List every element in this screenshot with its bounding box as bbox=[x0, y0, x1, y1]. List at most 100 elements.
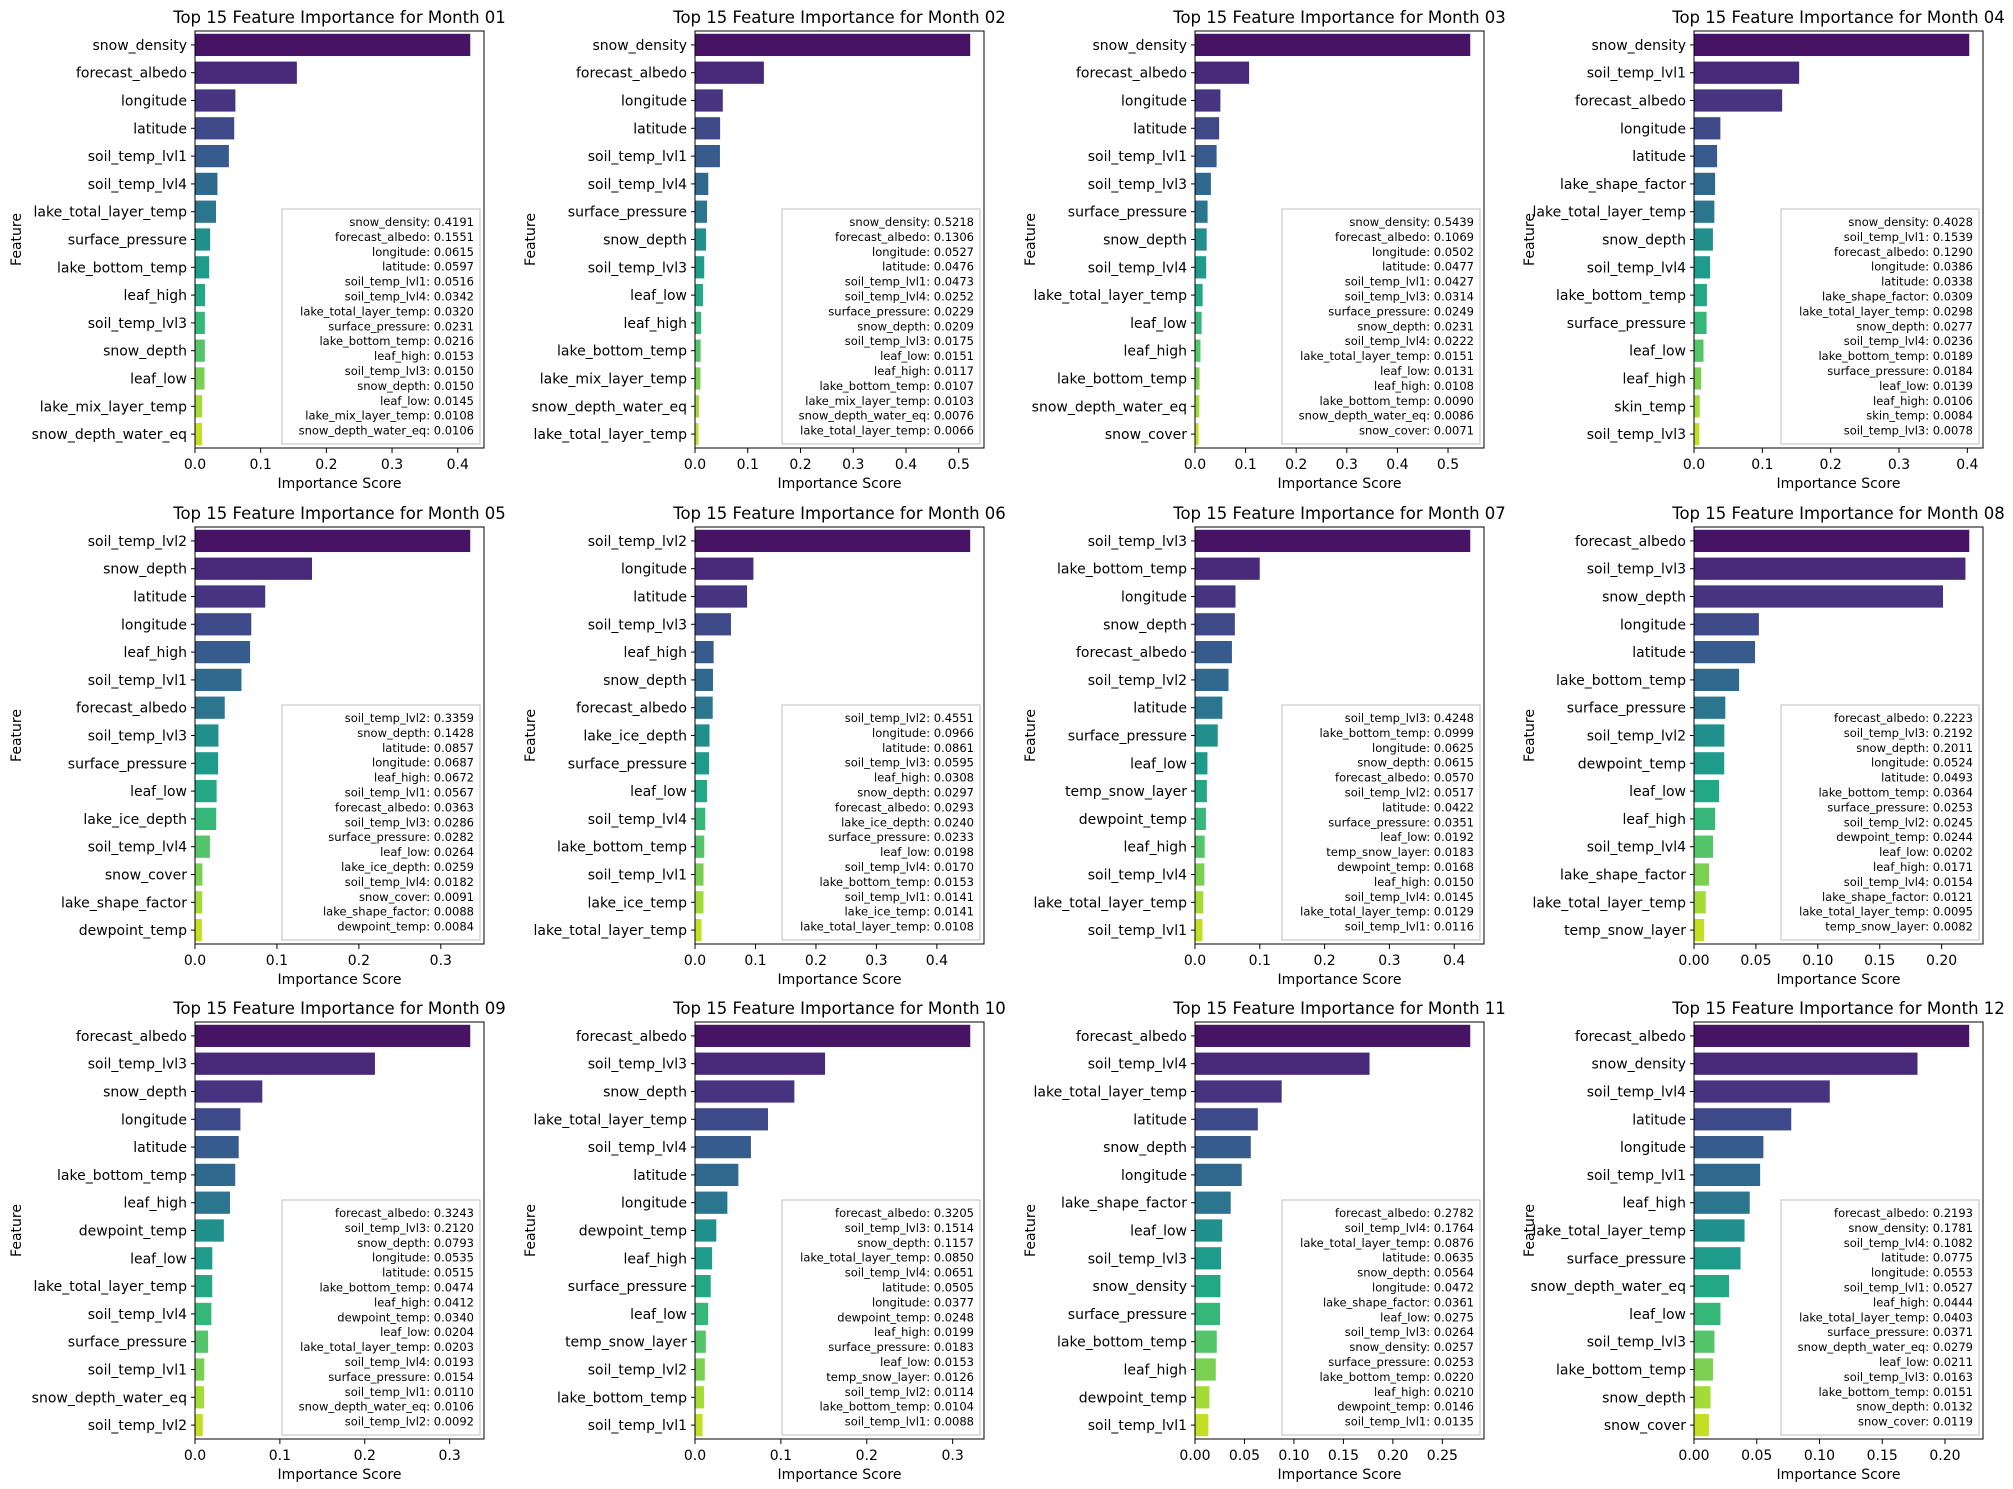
legend-entry: leaf_low: 0.0151 bbox=[880, 349, 974, 363]
legend-entry: soil_temp_lvl4: 0.0170 bbox=[845, 860, 974, 874]
legend-entry: longitude: 0.0472 bbox=[1372, 1281, 1474, 1295]
bar bbox=[1195, 863, 1205, 886]
y-tick-label: leaf_low bbox=[130, 372, 187, 388]
legend-entry: latitude: 0.0597 bbox=[382, 260, 474, 274]
bar bbox=[1694, 339, 1704, 362]
subplot-title: Top 15 Feature Importance for Month 06 bbox=[672, 504, 1006, 523]
legend-entry: longitude: 0.0553 bbox=[1871, 1266, 1973, 1280]
y-tick-label: lake_bottom_temp bbox=[1057, 372, 1187, 388]
bar bbox=[195, 1386, 204, 1409]
bar bbox=[195, 422, 202, 446]
y-tick-label: forecast_albedo bbox=[576, 66, 687, 82]
y-tick-label: longitude bbox=[621, 94, 687, 110]
bar bbox=[1195, 1247, 1222, 1270]
bar bbox=[1195, 529, 1471, 553]
axes-frame bbox=[1194, 30, 1485, 449]
legend-frame bbox=[781, 704, 981, 941]
x-tick-label: 0.0 bbox=[684, 1448, 706, 1464]
y-tick-label: snow_density bbox=[1591, 1057, 1686, 1073]
y-tick-label: snow_depth bbox=[1602, 233, 1686, 249]
bar bbox=[1694, 891, 1706, 914]
y-tick-label: leaf_high bbox=[123, 288, 187, 304]
axes-frame bbox=[694, 526, 985, 945]
legend-entry: soil_temp_lvl2: 0.0245 bbox=[1844, 815, 1973, 829]
y-tick-label: surface_pressure bbox=[68, 1335, 187, 1351]
y-tick-label: latitude bbox=[1632, 645, 1686, 661]
y-tick-label: snow_depth bbox=[603, 673, 687, 689]
y-tick-label: longitude bbox=[621, 1196, 687, 1212]
legend-entry: leaf_low: 0.0139 bbox=[1879, 379, 1973, 393]
legend-entry: soil_temp_lvl1: 0.0527 bbox=[1844, 1281, 1973, 1295]
y-tick-label: forecast_albedo bbox=[1076, 645, 1187, 661]
bar bbox=[1195, 613, 1235, 636]
y-tick-label: soil_temp_lvl1 bbox=[1587, 1168, 1686, 1184]
y-tick-label: longitude bbox=[1620, 617, 1686, 633]
legend-entry: lake_mix_layer_temp: 0.0108 bbox=[305, 409, 474, 423]
bar bbox=[1694, 752, 1725, 775]
bar bbox=[1195, 779, 1207, 803]
legend-entry: snow_density: 0.5439 bbox=[1349, 215, 1474, 229]
bar bbox=[1694, 1024, 1970, 1048]
y-tick-label: forecast_albedo bbox=[76, 701, 187, 717]
bar bbox=[1694, 696, 1726, 719]
legend-frame bbox=[1780, 208, 1980, 445]
y-tick-label: forecast_albedo bbox=[576, 701, 687, 717]
y-tick-label: longitude bbox=[1620, 1140, 1686, 1156]
bar bbox=[195, 1024, 471, 1048]
y-tick-label: lake_shape_factor bbox=[1560, 177, 1686, 193]
bar bbox=[695, 200, 708, 223]
legend-entry: lake_bottom_temp: 0.0151 bbox=[1818, 1385, 1973, 1399]
x-axis-label: Importance Score bbox=[1777, 476, 1901, 492]
bar bbox=[195, 807, 217, 831]
bar bbox=[695, 1135, 751, 1159]
subplot-month-11: Top 15 Feature Importance for Month 11 fo… bbox=[1023, 999, 1506, 1483]
y-tick-label: surface_pressure bbox=[1068, 205, 1187, 221]
legend-entry: snow_depth: 0.0793 bbox=[357, 1236, 474, 1250]
legend-entry: leaf_low: 0.0153 bbox=[880, 1355, 974, 1369]
y-tick-label: snow_density bbox=[1092, 38, 1187, 54]
bar bbox=[1694, 668, 1740, 692]
y-tick-label: surface_pressure bbox=[1567, 1251, 1686, 1267]
bar bbox=[195, 395, 203, 418]
y-tick-label: soil_temp_lvl1 bbox=[1088, 1418, 1187, 1434]
y-tick-label: leaf_high bbox=[1123, 840, 1187, 856]
legend-entry: leaf_low: 0.0204 bbox=[380, 1325, 474, 1339]
y-tick-label: soil_temp_lvl4 bbox=[1088, 1057, 1187, 1073]
legend-entry: dewpoint_temp: 0.0146 bbox=[1337, 1400, 1474, 1414]
y-tick-label: snow_depth_water_eq bbox=[32, 1390, 187, 1406]
axes-frame bbox=[1194, 1021, 1485, 1440]
x-axis-label: Importance Score bbox=[778, 476, 902, 492]
y-tick-label: surface_pressure bbox=[68, 233, 187, 249]
y-axis-label: Feature bbox=[1522, 213, 1538, 266]
bar bbox=[1195, 172, 1211, 196]
x-tick-label: 0.3 bbox=[438, 1448, 460, 1464]
bar bbox=[1195, 33, 1471, 57]
y-tick-label: soil_temp_lvl3 bbox=[1587, 1335, 1686, 1351]
legend-frame bbox=[1780, 704, 1980, 941]
y-tick-label: soil_temp_lvl3 bbox=[588, 260, 687, 276]
legend-entry: snow_depth: 0.2011 bbox=[1856, 741, 1973, 755]
legend-entry: longitude: 0.0625 bbox=[1372, 741, 1474, 755]
legend-entry: forecast_albedo: 0.0363 bbox=[335, 800, 474, 814]
y-tick-label: leaf_high bbox=[123, 645, 187, 661]
y-tick-label: lake_total_layer_temp bbox=[534, 923, 688, 939]
x-tick-label: 0.2 bbox=[1313, 953, 1335, 969]
y-tick-label: lake_total_layer_temp bbox=[34, 205, 188, 221]
y-tick-label: snow_depth bbox=[103, 344, 187, 360]
y-tick-label: leaf_low bbox=[630, 1307, 687, 1323]
bar bbox=[695, 33, 971, 57]
y-tick-label: latitude bbox=[633, 121, 687, 137]
y-axis-label: Feature bbox=[1023, 213, 1039, 266]
legend-entry: lake_total_layer_temp: 0.0298 bbox=[1799, 304, 1973, 318]
subplot-month-10: Top 15 Feature Importance for Month 10 fo… bbox=[523, 999, 1006, 1483]
x-tick-label: 0.0 bbox=[684, 457, 706, 473]
bar bbox=[195, 172, 218, 196]
y-tick-label: soil_temp_lvl1 bbox=[88, 673, 187, 689]
legend-entry: snow_density: 0.4028 bbox=[1848, 215, 1973, 229]
x-tick-label: 0.0 bbox=[684, 953, 706, 969]
y-tick-label: lake_total_layer_temp bbox=[1533, 895, 1687, 911]
bar bbox=[1195, 1163, 1242, 1187]
bar bbox=[195, 835, 210, 858]
legend-entry: soil_temp_lvl3: 0.1514 bbox=[845, 1221, 974, 1235]
